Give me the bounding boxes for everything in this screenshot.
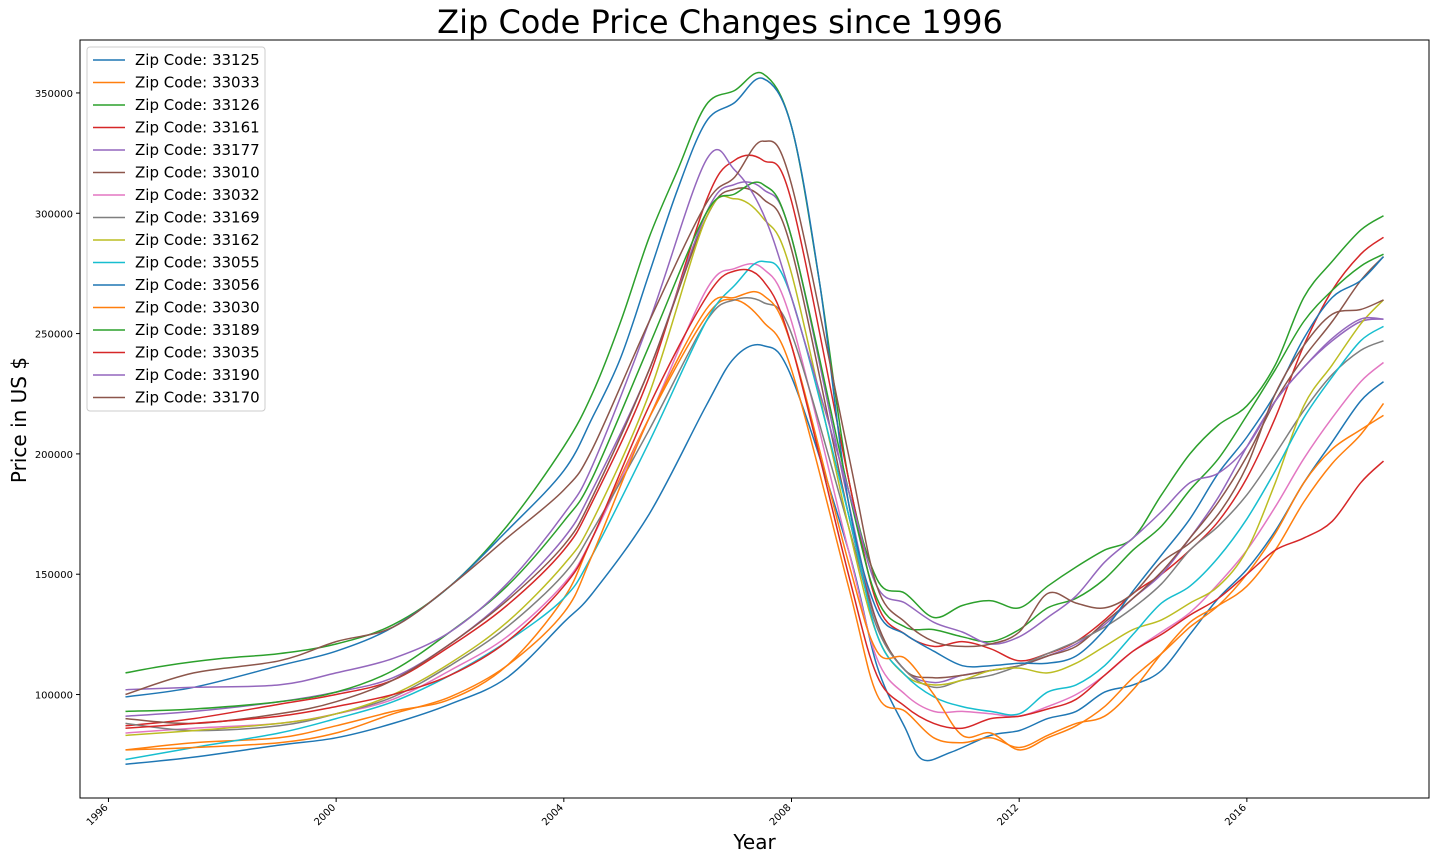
x-tick-label: 1996: [85, 802, 111, 828]
legend-box: [86, 46, 266, 412]
legend-label: Zip Code: 33033: [135, 74, 260, 92]
chart-title: Zip Code Price Changes since 1996: [437, 3, 1003, 41]
x-tick-label: 2004: [540, 802, 566, 828]
series-line: [125, 195, 1385, 737]
legend-label: Zip Code: 33169: [135, 209, 260, 227]
x-tick-label: 2016: [1223, 802, 1249, 828]
legend-label: Zip Code: 33189: [135, 321, 260, 339]
y-tick-label: 150000: [35, 570, 73, 581]
y-tick-label: 200000: [35, 450, 73, 461]
series-line: [125, 77, 1385, 698]
y-tick-label: 250000: [35, 330, 73, 341]
series-line: [125, 187, 1385, 725]
series-line: [125, 297, 1384, 732]
legend-label: Zip Code: 33030: [135, 299, 260, 317]
legend-label: Zip Code: 33126: [135, 96, 260, 114]
y-tick-label: 350000: [35, 89, 73, 100]
legend-label: Zip Code: 33161: [135, 119, 260, 137]
legend-label: Zip Code: 33055: [135, 254, 260, 272]
series-line: [125, 263, 1384, 734]
legend-label: Zip Code: 33056: [135, 276, 260, 294]
series-line: [125, 290, 1384, 751]
y-tick-label: 300000: [35, 209, 73, 220]
series-line: [125, 268, 1385, 730]
x-tick-label: 2000: [312, 802, 338, 828]
legend-label: Zip Code: 33032: [135, 186, 260, 204]
legend-label: Zip Code: 33125: [135, 51, 260, 69]
series-line: [125, 298, 1385, 751]
legend-label: Zip Code: 33177: [135, 141, 260, 159]
y-tick-label: 100000: [35, 691, 73, 702]
legend-label: Zip Code: 33035: [135, 344, 260, 362]
legend-label: Zip Code: 33170: [135, 389, 260, 407]
plot-frame: [79, 39, 1430, 799]
series-line: [125, 154, 1384, 727]
series-line: [125, 181, 1384, 713]
series-line: [125, 140, 1384, 696]
x-tick-label: 2012: [996, 802, 1022, 828]
series-line: [125, 260, 1384, 761]
x-tick-label: 2008: [768, 802, 794, 828]
legend-label: Zip Code: 33190: [135, 366, 260, 384]
series-line: [125, 343, 1384, 766]
legend-label: Zip Code: 33010: [135, 164, 260, 182]
legend-label: Zip Code: 33162: [135, 231, 260, 249]
x-axis-label: Year: [733, 830, 776, 854]
